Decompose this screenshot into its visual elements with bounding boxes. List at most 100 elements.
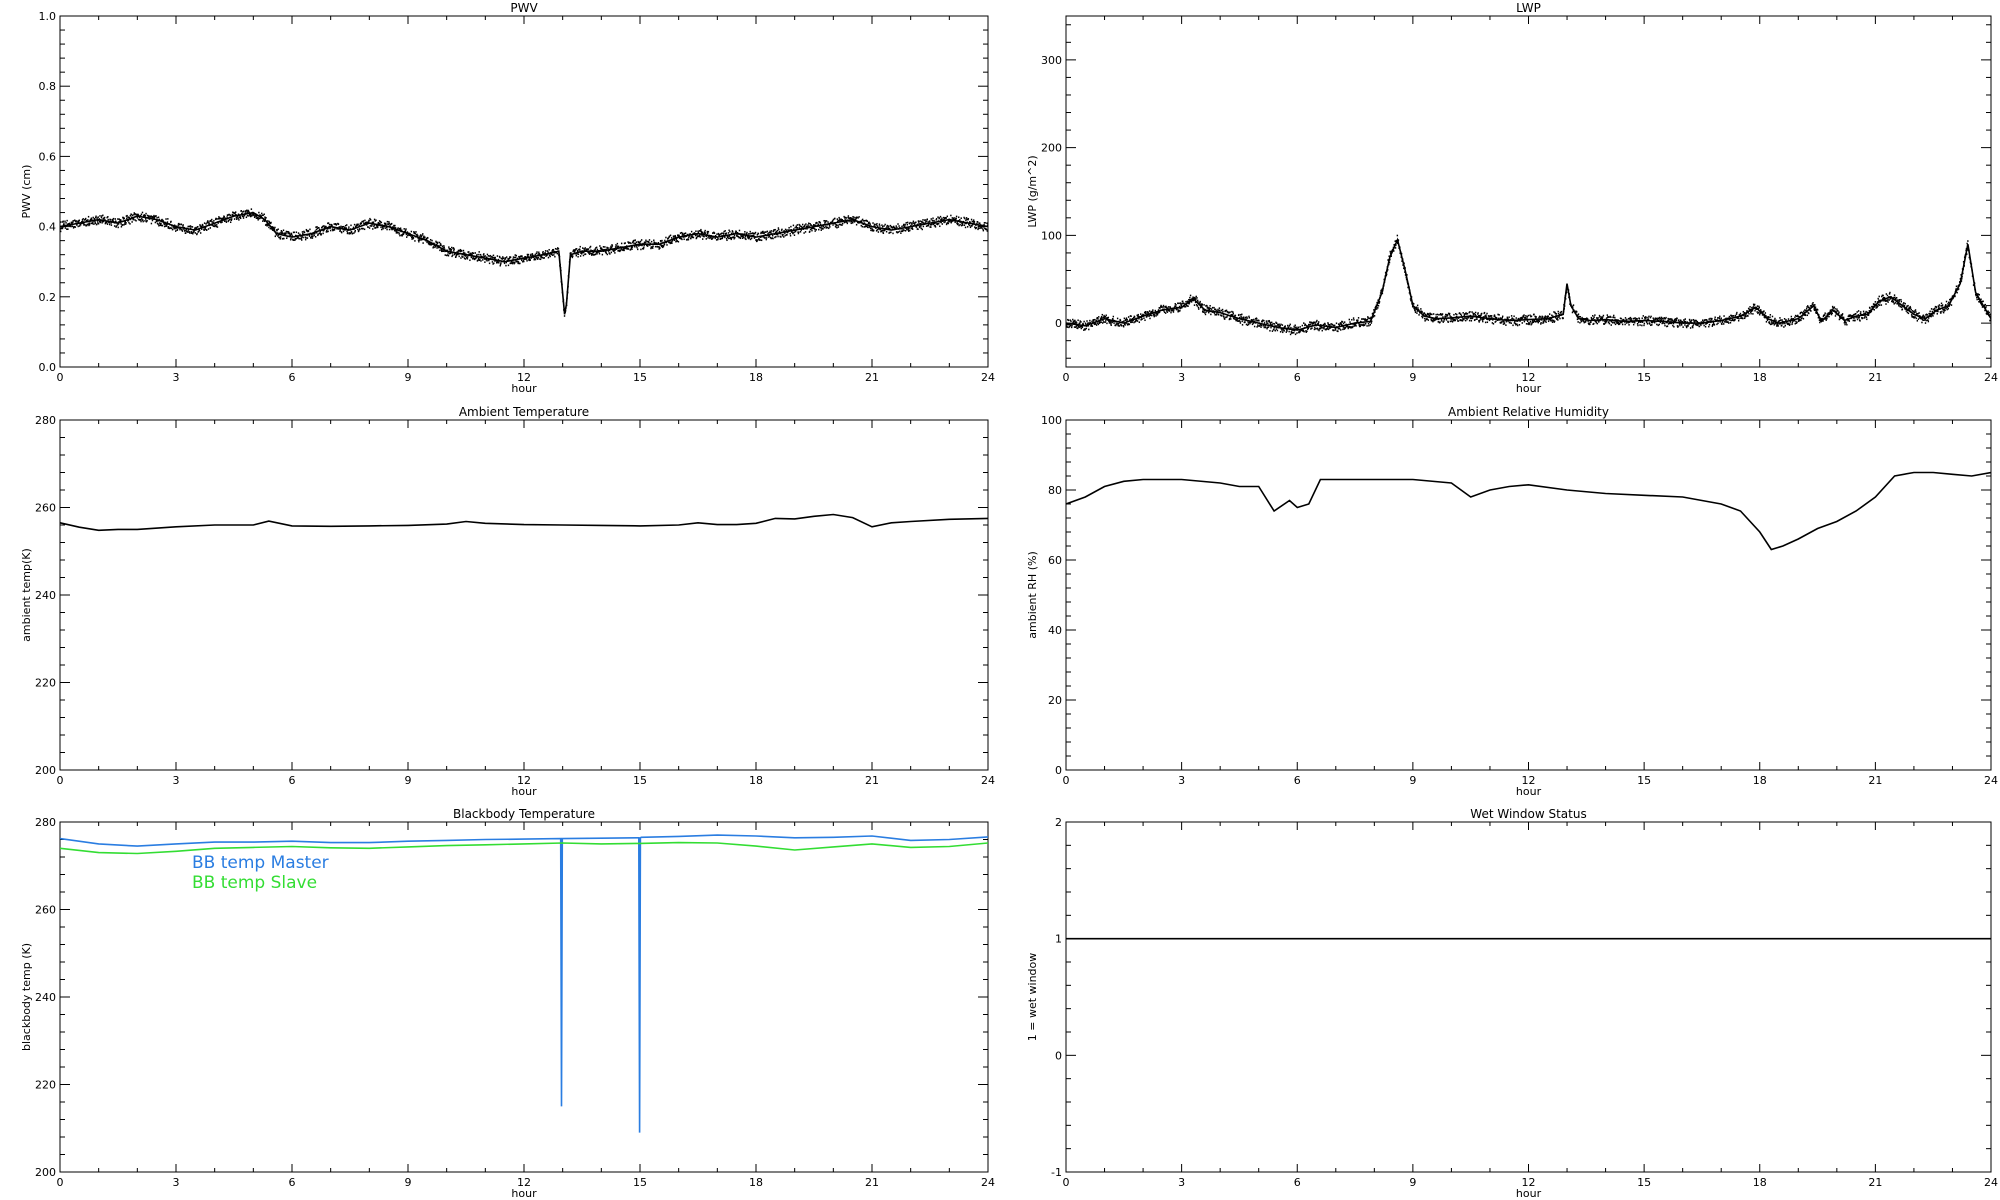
data-point [90,222,92,225]
data-point [411,235,414,237]
data-point [469,259,471,262]
data-point [971,220,973,223]
data-point [1332,324,1335,327]
data-point [836,226,838,229]
data-point [1096,316,1099,319]
data-point [1416,304,1419,307]
data-point [1389,252,1392,254]
data-point [1145,312,1147,315]
data-point [653,241,656,244]
data-point [872,222,874,224]
data-point [1333,329,1335,332]
data-point [639,240,642,243]
data-point [85,219,88,222]
data-point [881,224,883,227]
data-point [1279,324,1281,327]
data-point [1502,320,1504,322]
data-point [1310,328,1312,330]
data-point [1293,329,1296,332]
data-point [1781,324,1783,327]
data-point [746,231,748,234]
data-point [593,253,596,256]
data-point [232,211,234,214]
data-point [803,225,806,228]
data-point [1593,316,1595,318]
data-point [1276,329,1279,332]
data-point [493,257,496,260]
data-point [1172,309,1174,312]
data-point [563,315,566,317]
data-point [442,250,445,252]
data-point [710,238,713,240]
data-point [505,256,508,258]
data-point [760,239,763,242]
data-point [946,222,948,225]
data-point [306,234,308,237]
data-point [1085,323,1087,326]
data-point [697,231,700,234]
data-point [1767,316,1770,319]
data-point [1538,316,1540,319]
data-point [919,220,921,222]
data-point [374,227,377,229]
data-point [1377,304,1380,307]
data-point [1156,312,1158,315]
data-point [1101,313,1104,316]
data-point [582,251,584,254]
data-point [259,214,261,216]
data-point [1117,322,1120,325]
data-point [205,223,207,225]
data-point [666,244,668,246]
data-point [77,220,79,223]
data-point [1668,318,1670,320]
data-point [124,220,127,223]
data-point [764,231,766,233]
data-point [1280,323,1282,326]
data-point [178,227,180,229]
data-point [1725,321,1728,323]
data-point [1600,316,1602,318]
data-point [1811,303,1814,305]
data-point [652,245,654,248]
data-point [92,216,94,219]
data-point [979,227,981,229]
data-point [1436,316,1438,318]
data-point [237,217,239,220]
data-point [478,253,480,256]
data-point [1825,319,1827,321]
data-point [569,252,571,255]
data-point [369,218,372,221]
data-point [690,237,692,240]
data-point [461,255,463,258]
data-point [1175,303,1177,306]
data-point [1074,326,1077,328]
data-point [1782,322,1784,325]
data-point [1306,328,1309,330]
data-point [1746,310,1748,312]
data-point [187,229,190,231]
data-point [583,248,585,250]
data-point [1506,316,1509,319]
data-point [1277,323,1279,326]
data-point [507,257,509,260]
data-point [1304,324,1306,327]
data-point [843,221,846,224]
data-point [1133,316,1136,318]
data-point [1265,320,1268,322]
data-point [1106,322,1108,325]
data-point [1272,322,1274,325]
data-point [1539,316,1542,318]
data-point [200,226,203,228]
data-point [868,221,870,224]
data-point [712,236,714,239]
data-point [1700,324,1702,326]
data-point [1776,323,1778,326]
data-point [1339,323,1341,325]
data-point [1632,321,1634,323]
data-point [1648,315,1650,318]
data-point [602,246,605,248]
data-point [1263,322,1266,324]
data-point [781,234,784,236]
data-point [1717,322,1719,325]
